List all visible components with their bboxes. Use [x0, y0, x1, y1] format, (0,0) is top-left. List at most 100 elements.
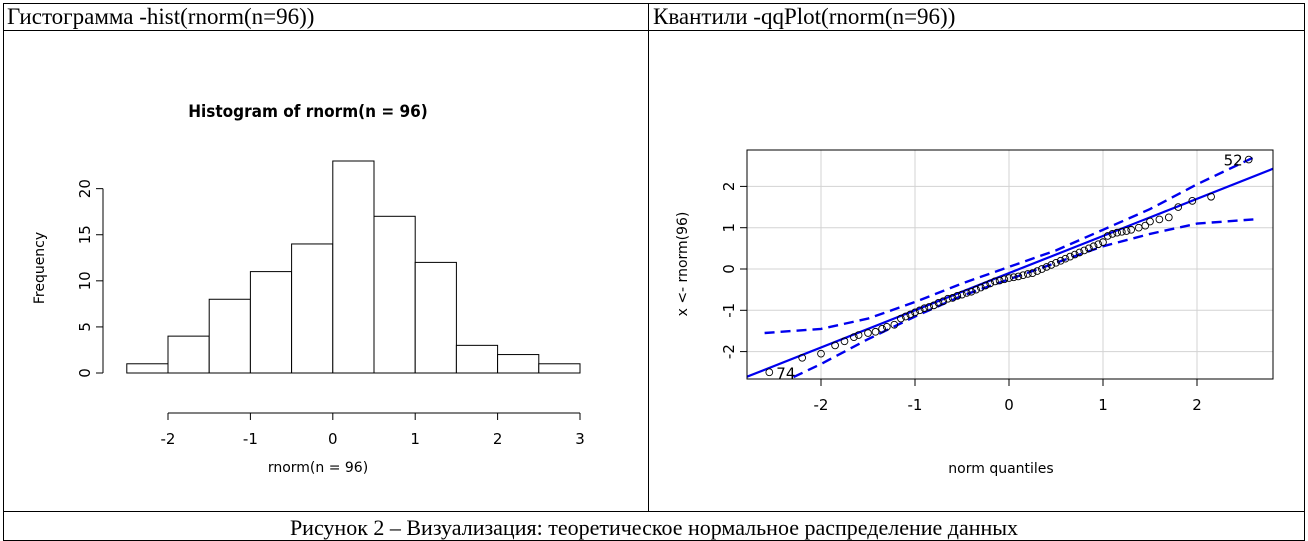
qq-point: [953, 291, 962, 300]
qq-point: [1014, 272, 1023, 281]
qq-point: [864, 329, 872, 337]
histogram-bar: [455, 344, 499, 374]
qq-point: [1188, 197, 1197, 205]
qq-point: [1052, 258, 1060, 267]
qq-point: [1155, 215, 1164, 224]
histogram-bar: [167, 335, 210, 374]
qq-point: [1146, 217, 1154, 226]
qq-point: [890, 320, 899, 329]
qq-envelope-lower: [786, 218, 1254, 379]
qq-point-label: 74: [776, 364, 795, 382]
qq-point: [850, 333, 858, 341]
qq-plot-chart: norm quantiles x <- rnorm(96) 52 74 -2 -1 0 1…: [675, 149, 1274, 477]
qq-point: [991, 277, 999, 286]
qq-envelope-upper: [764, 156, 1254, 335]
qq-point: [925, 303, 933, 311]
qq-point: [981, 281, 990, 290]
qq-y-tick-label: -1: [720, 303, 738, 318]
qq-point: [934, 299, 943, 307]
qq-point: [1174, 203, 1183, 211]
histogram-bar: [414, 261, 457, 374]
qq-point: [882, 322, 891, 331]
qq-point: [995, 276, 1004, 285]
qq-x-tick-label: 2: [1192, 396, 1202, 414]
right-header-text: Квантили -qqPlot(rnorm(n=96)): [653, 4, 956, 29]
qq-point: [1103, 232, 1112, 240]
histogram-bar: [291, 243, 334, 374]
histogram-bar: [126, 363, 169, 374]
histogram-y-label: Frequency: [32, 232, 48, 304]
qq-point: [1099, 238, 1107, 247]
qq-point: [915, 306, 924, 315]
qq-point: [1085, 244, 1093, 253]
qq-reference-line: [747, 167, 1273, 378]
qq-point: [920, 304, 929, 313]
histogram-y-tick-label: 0: [76, 368, 94, 378]
qq-point: [871, 327, 880, 336]
histogram-x-tick-label: -2: [161, 430, 176, 448]
qq-point: [1005, 274, 1013, 282]
qq-point: [1066, 252, 1074, 261]
qq-point: [967, 287, 976, 296]
qq-point: [986, 279, 995, 288]
qq-point: [1075, 248, 1084, 257]
qq-plot-area: 52 74: [747, 150, 1273, 382]
qq-y-tick-label: 1: [720, 223, 738, 233]
qq-point: [976, 283, 985, 292]
histogram-bar: [208, 298, 251, 374]
qq-point: [798, 353, 807, 362]
histogram-x-label: rnorm(n = 96): [268, 460, 368, 476]
histogram-title: Histogram of rnorm(n = 96): [188, 102, 428, 122]
qq-point: [1038, 265, 1046, 273]
histogram-bar: [249, 271, 293, 374]
qq-plot-box: [746, 149, 1274, 380]
qq-point: [1061, 254, 1070, 263]
histogram-x-tick-label: -1: [243, 430, 258, 448]
qq-point: [1000, 275, 1009, 284]
qq-point: [1056, 256, 1065, 265]
qq-point: [840, 337, 849, 346]
qq-point: [1207, 192, 1215, 201]
qq-point: [1009, 273, 1018, 282]
qq-y-tick-label: 0: [720, 264, 738, 274]
qq-point: [1122, 227, 1131, 235]
qq-point: [1028, 269, 1037, 277]
histogram-x-tick-label: 0: [328, 430, 338, 448]
qq-point: [972, 285, 980, 294]
qq-point-label: 52: [1224, 152, 1243, 170]
qq-point: [1117, 227, 1126, 236]
qq-x-tick-label: -2: [814, 396, 829, 414]
histogram-bar: [373, 215, 416, 374]
qq-point: [1019, 271, 1027, 280]
qq-point: [1094, 240, 1103, 249]
qq-point: [948, 294, 957, 302]
qq-point: [878, 325, 886, 333]
histogram-x-tick-label: 2: [493, 430, 503, 448]
qq-y-tick-label: -2: [720, 344, 738, 359]
qq-point: [1127, 225, 1136, 234]
figure-caption: Рисунок 2 – Визуализация: теоретическое …: [289, 515, 1019, 540]
qq-point: [854, 331, 863, 339]
histogram-y-tick-label: 10: [76, 271, 94, 290]
qq-point: [906, 310, 915, 319]
qq-x-tick-label: 0: [1004, 396, 1014, 414]
qq-point: [1108, 230, 1117, 238]
figure-table: Гистограмма -hist(rnorm(n=96)) Квантили …: [3, 3, 1305, 541]
qq-point: [1164, 213, 1173, 222]
qq-point: [1080, 246, 1089, 255]
qq-point: [1089, 242, 1098, 251]
qq-point: [901, 312, 910, 321]
qq-point: [958, 290, 966, 299]
histogram-x-tick-label: 3: [575, 430, 585, 448]
qq-x-tick-label: 1: [1098, 396, 1108, 414]
qq-point: [897, 314, 905, 323]
qq-point: [817, 349, 825, 358]
qq-point: [1047, 261, 1056, 269]
qq-x-tick-label: -1: [908, 396, 923, 414]
qq-point: [1244, 155, 1253, 164]
left-header-text: Гистограмма -hist(rnorm(n=96)): [7, 4, 315, 29]
qq-point: [1113, 228, 1121, 237]
histogram-bar: [497, 354, 540, 374]
histogram-bar: [538, 363, 581, 374]
qq-point: [911, 308, 919, 317]
